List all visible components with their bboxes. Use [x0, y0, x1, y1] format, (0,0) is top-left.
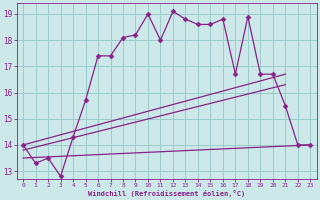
X-axis label: Windchill (Refroidissement éolien,°C): Windchill (Refroidissement éolien,°C) [88, 190, 245, 197]
